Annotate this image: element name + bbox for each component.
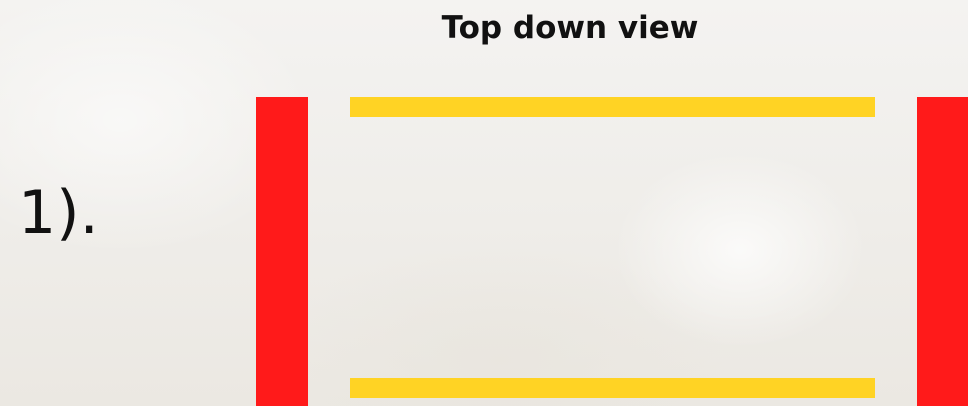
- left-red-bar: [256, 97, 308, 406]
- right-red-bar: [917, 97, 968, 406]
- step-number: 1).: [18, 178, 99, 248]
- bottom-yellow-bar: [350, 378, 875, 398]
- top-yellow-bar: [350, 97, 875, 117]
- view-title: Top down view: [441, 10, 699, 46]
